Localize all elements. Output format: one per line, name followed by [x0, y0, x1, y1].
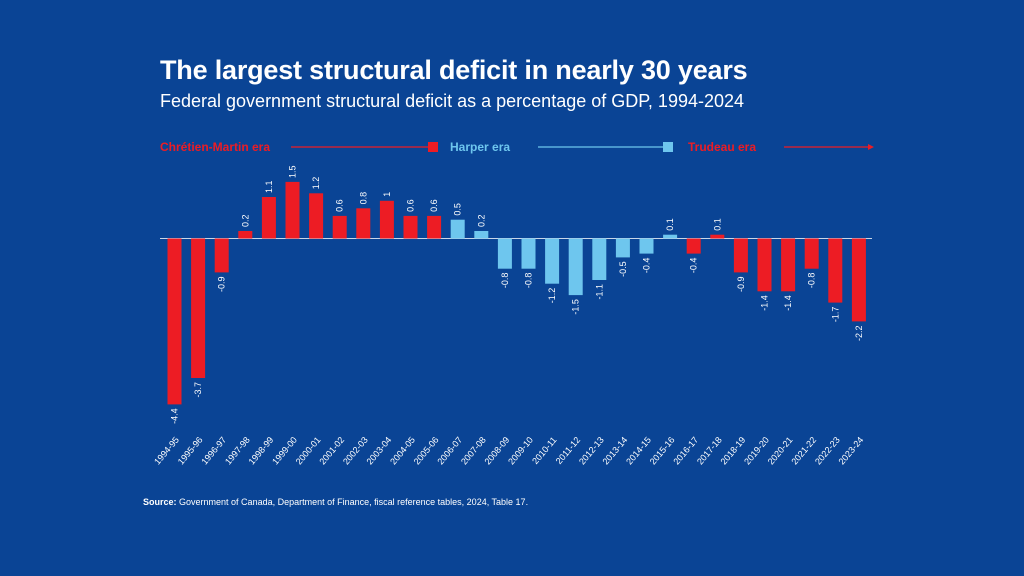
bar-2016-17 [686, 238, 701, 254]
chart-title: The largest structural deficit in nearly… [160, 55, 748, 85]
value-label-1997-98: 0.2 [240, 214, 250, 227]
bar-2012-13 [592, 238, 607, 280]
legend-harper-era: Harper era [450, 140, 510, 154]
bar-1995-96 [191, 238, 206, 378]
source-label: Source: [143, 497, 177, 507]
legend-trudeau-arrowhead [868, 144, 874, 150]
value-label-2001-02: 0.6 [335, 199, 345, 212]
bar-2021-22 [804, 238, 819, 269]
legend-chretien-martin-era: Chrétien-Martin era [160, 140, 270, 154]
legend-trudeau-era: Trudeau era [688, 140, 756, 154]
value-label-1995-96: -3.7 [193, 382, 203, 398]
value-label-2002-03: 0.8 [358, 192, 368, 205]
bar-2002-03 [356, 208, 371, 239]
x-tick-label-2023-24: 2023-24 [837, 435, 866, 467]
bar-2022-23 [828, 238, 843, 303]
bar-2009-10 [521, 238, 536, 269]
value-label-2023-24: -2.2 [854, 325, 864, 341]
value-label-2014-15: -0.4 [642, 258, 652, 274]
value-label-2013-14: -0.5 [618, 261, 628, 277]
bar-2023-24 [851, 238, 866, 322]
value-label-2020-21: -1.4 [783, 295, 793, 311]
value-label-2018-19: -0.9 [736, 276, 746, 292]
value-label-2003-04: 1 [382, 192, 392, 197]
bar-1999-00 [285, 181, 300, 239]
value-label-1994-95: -4.4 [170, 408, 180, 424]
value-label-2021-22: -0.8 [807, 273, 817, 289]
bar-2013-14 [615, 238, 630, 258]
value-label-2006-07: 0.5 [453, 203, 463, 216]
bar-2015-16 [663, 234, 678, 239]
legend-chretien-martin-marker [428, 142, 438, 152]
value-label-2009-10: -0.8 [524, 273, 534, 289]
bar-2003-04 [379, 200, 394, 239]
value-label-2005-06: 0.6 [429, 199, 439, 212]
value-label-2010-11: -1.2 [547, 288, 557, 304]
bar-2011-12 [568, 238, 583, 296]
bar-1998-99 [261, 197, 276, 239]
bar-2001-02 [332, 215, 347, 239]
bar-2010-11 [545, 238, 560, 284]
bar-2008-09 [497, 238, 512, 269]
bar-2004-05 [403, 215, 418, 239]
bar-1997-98 [238, 231, 253, 239]
chart-subtitle: Federal government structural deficit as… [160, 91, 745, 111]
source-note: Source: Government of Canada, Department… [143, 497, 528, 507]
bar-2020-21 [781, 238, 796, 292]
bar-1996-97 [214, 238, 229, 273]
value-label-2011-12: -1.5 [571, 299, 581, 315]
value-label-2022-23: -1.7 [830, 307, 840, 323]
value-label-2016-17: -0.4 [689, 258, 699, 274]
value-label-2012-13: -1.1 [594, 284, 604, 300]
x-tick-label-2009-10: 2009-10 [506, 435, 535, 467]
bar-2007-08 [474, 231, 489, 239]
bar-2014-15 [639, 238, 654, 254]
era-legend: Chrétien-Martin era Harper era Trudeau e… [160, 140, 874, 154]
bar-1994-95 [167, 238, 182, 405]
value-label-2000-01: 1.2 [311, 177, 321, 190]
value-label-2019-20: -1.4 [760, 295, 770, 311]
value-labels-group: -4.4 -3.7 -0.9 0.2 1.1 1.5 1.2 0.6 0.8 1 0.6 0.6 0.5… [170, 165, 864, 423]
value-label-1999-00: 1.5 [288, 165, 298, 178]
value-label-2015-16: 0.1 [665, 218, 675, 231]
bar-2017-18 [710, 234, 725, 239]
value-label-1996-97: -0.9 [217, 276, 227, 292]
bar-2019-20 [757, 238, 772, 292]
x-axis-labels-group: 1994-951995-961996-971997-981998-991999-… [152, 435, 865, 467]
legend-harper-marker [663, 142, 673, 152]
value-label-2007-08: 0.2 [476, 214, 486, 227]
value-label-2017-18: 0.1 [712, 218, 722, 231]
value-label-1998-99: 1.1 [264, 181, 274, 194]
value-label-2004-05: 0.6 [406, 199, 416, 212]
bar-2006-07 [450, 219, 465, 239]
source-text: Government of Canada, Department of Fina… [179, 497, 529, 507]
bar-2018-19 [733, 238, 748, 273]
bars-group [167, 181, 866, 405]
bar-2000-01 [309, 193, 324, 239]
value-label-2008-09: -0.8 [500, 273, 510, 289]
bar-2005-06 [427, 215, 442, 239]
